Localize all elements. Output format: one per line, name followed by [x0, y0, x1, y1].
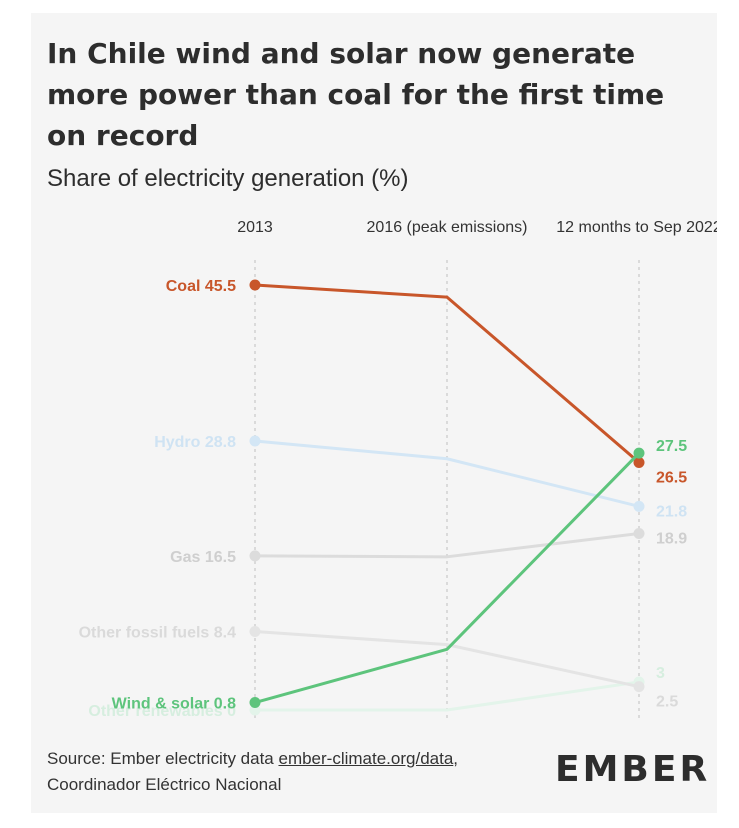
source-note: Source: Ember electricity data ember-cli… [47, 746, 517, 798]
series-point-hydro-0 [249, 435, 261, 447]
end-label-coal: 26.5 [656, 469, 687, 486]
series-point-coal-0 [249, 279, 261, 291]
source-link[interactable]: ember-climate.org/data [278, 749, 454, 768]
start-label-hydro: Hydro 28.8 [154, 434, 236, 451]
start-label-coal: Coal 45.5 [166, 278, 236, 295]
series-line-hydro [253, 439, 641, 508]
end-label-gas: 18.9 [656, 530, 687, 547]
source-prefix: Source: Ember electricity data [47, 749, 279, 768]
end-label-other-fossil-fuels: 2.5 [656, 694, 678, 711]
slope-chart: 2013 2016 (peak emissions) 12 months to Se… [79, 219, 717, 720]
end-label-hydro: 21.8 [656, 503, 687, 520]
start-label-other-fossil-fuels: Other fossil fuels 8.4 [79, 625, 236, 642]
series-line-other-fossil-fuels [253, 630, 641, 689]
series-line-other-renewables [253, 680, 641, 712]
series-point-coal-2 [633, 456, 645, 468]
start-label-wind-solar: Wind & solar 0.8 [112, 696, 236, 713]
source-suffix: , Coordinador Eléctrico Nacional [47, 749, 459, 794]
x-tick-label-0: 2013 [237, 219, 273, 236]
series-point-hydro-2 [633, 500, 645, 512]
series-line-coal [253, 283, 641, 464]
series-point-wind-solar-2 [633, 447, 645, 459]
x-tick-label-2: 12 months to Sep 2022 [556, 219, 717, 236]
series-point-wind-solar-0 [249, 697, 261, 709]
series-point-gas-0 [249, 550, 261, 562]
start-label-other-renewables: Other renewables 0 [88, 703, 236, 720]
chart-card: In Chile wind and solar now generate mor… [31, 13, 717, 813]
start-label-gas: Gas 16.5 [170, 549, 236, 566]
chart-subtitle: Share of electricity generation (%) [47, 165, 409, 192]
series-line-gas [253, 531, 641, 559]
end-label-wind-solar: 27.5 [656, 438, 687, 455]
end-label-other-renewables: 3 [656, 665, 665, 682]
series-point-gas-2 [633, 527, 645, 539]
series-line-wind-solar [253, 451, 641, 705]
chart-title: In Chile wind and solar now generate mor… [47, 37, 665, 152]
ember-logo: EMBER [555, 749, 711, 790]
x-tick-label-1: 2016 (peak emissions) [367, 219, 528, 236]
series-point-other-fossil-fuels-2 [633, 681, 645, 693]
series-point-other-fossil-fuels-0 [249, 626, 261, 638]
